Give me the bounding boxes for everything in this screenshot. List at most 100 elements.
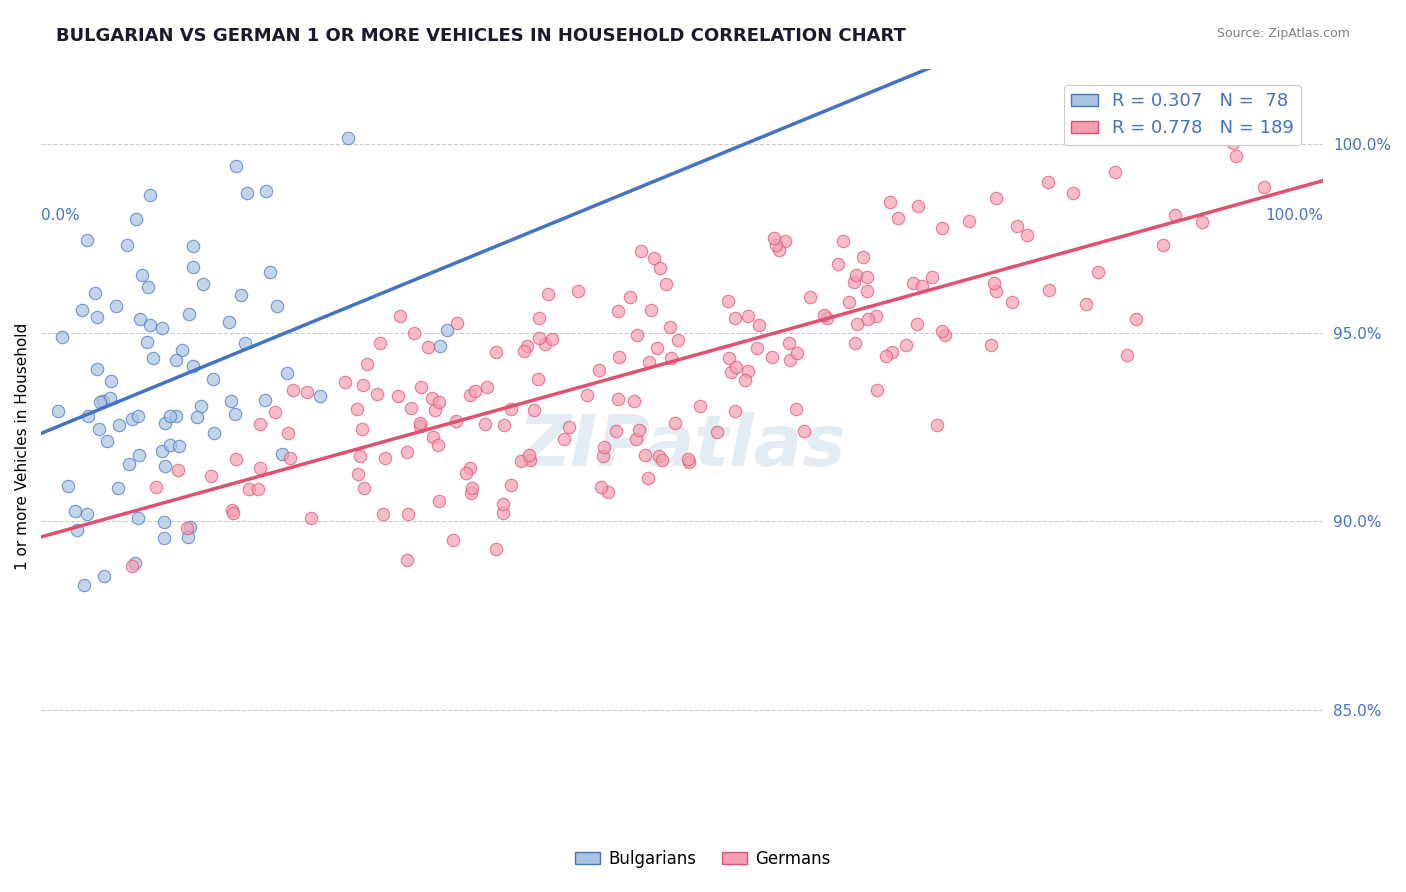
Point [492,418,515,433]
Point [637,470,659,484]
Point [651,453,673,467]
Point [886,211,908,226]
Point [100,374,122,388]
Point [1156,115,1178,129]
Point [747,342,769,356]
Point [93,569,115,583]
Point [921,270,943,285]
Point [139,318,162,333]
Point [263,405,285,419]
Point [89,395,111,409]
Point [717,293,740,308]
Point [485,542,508,557]
Point [200,469,222,483]
Point [911,279,934,293]
Point [779,353,801,368]
Point [91,394,114,409]
Point [845,318,868,332]
Point [349,450,371,464]
Point [842,276,865,290]
Point [247,482,270,496]
Point [170,343,193,357]
Point [477,380,499,394]
Point [150,443,173,458]
Point [865,383,887,397]
Point [308,389,330,403]
Point [347,467,370,481]
Point [737,364,759,378]
Point [276,366,298,380]
Point [181,260,204,274]
Point [202,425,225,440]
Point [765,238,787,252]
Point [51,329,73,343]
Point [567,285,589,299]
Point [86,310,108,324]
Point [444,414,467,428]
Text: Source: ZipAtlas.com: Source: ZipAtlas.com [1216,27,1350,40]
Point [422,430,444,444]
Point [626,327,648,342]
Point [645,341,668,355]
Point [225,452,247,467]
Point [541,332,564,346]
Point [1104,165,1126,179]
Point [748,318,770,332]
Point [238,482,260,496]
Point [427,493,450,508]
Point [281,383,304,397]
Point [901,276,924,290]
Point [659,351,682,366]
Point [880,344,903,359]
Point [127,409,149,423]
Point [799,290,821,304]
Point [63,504,86,518]
Point [356,357,378,371]
Legend: R = 0.307   N =  78, R = 0.778   N = 189: R = 0.307 N = 78, R = 0.778 N = 189 [1063,85,1302,145]
Point [1222,136,1244,151]
Point [983,277,1005,291]
Point [266,299,288,313]
Point [387,388,409,402]
Point [678,454,700,468]
Point [485,345,508,359]
Point [925,418,948,433]
Point [634,448,657,462]
Text: BULGARIAN VS GERMAN 1 OR MORE VEHICLES IN HOUSEHOLD CORRELATION CHART: BULGARIAN VS GERMAN 1 OR MORE VEHICLES I… [56,27,905,45]
Point [402,326,425,341]
Point [221,503,243,517]
Point [105,299,128,313]
Point [371,507,394,521]
Point [533,336,555,351]
Point [153,515,176,529]
Point [934,327,956,342]
Point [785,401,807,416]
Point [558,420,581,434]
Point [624,432,647,446]
Point [607,350,630,364]
Point [845,268,868,282]
Point [443,533,465,547]
Point [718,351,741,365]
Point [418,340,440,354]
Point [115,237,138,252]
Point [1015,228,1038,243]
Point [374,450,396,465]
Point [637,355,659,369]
Point [650,260,672,275]
Point [659,319,682,334]
Point [957,214,980,228]
Point [96,434,118,448]
Point [429,338,451,352]
Point [218,315,240,329]
Point [139,188,162,202]
Point [852,250,875,264]
Point [664,416,686,430]
Point [907,199,929,213]
Point [786,346,808,360]
Point [389,309,412,323]
Point [423,403,446,417]
Point [619,290,641,304]
Point [135,334,157,349]
Point [128,312,150,326]
